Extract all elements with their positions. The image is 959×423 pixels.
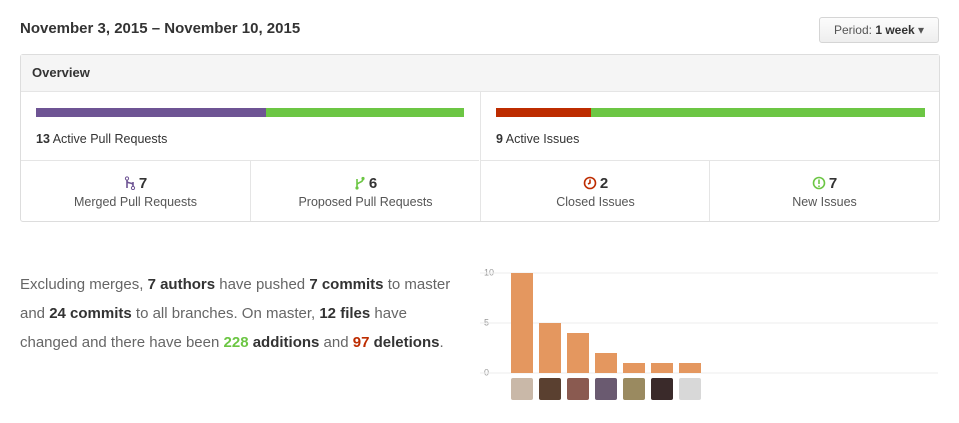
issue-summary: 9 Active Issues bbox=[480, 92, 939, 161]
summary-text: have pushed bbox=[215, 276, 310, 293]
bar bbox=[567, 333, 589, 373]
stat-label: New Issues bbox=[792, 195, 857, 209]
summary-text: deletions bbox=[369, 334, 440, 351]
overview-box: Overview 13 Active Pull Requests 9 Activ… bbox=[20, 54, 940, 222]
author-avatar bbox=[651, 378, 673, 400]
bar bbox=[511, 273, 533, 373]
issue-text: Active Issues bbox=[505, 132, 580, 146]
closed-icon bbox=[583, 176, 597, 190]
caret: ▾ bbox=[918, 23, 925, 37]
period-button[interactable]: Period: 1 week ▾ bbox=[819, 17, 939, 43]
summary-text: 24 commits bbox=[49, 305, 132, 322]
summary-text: 228 bbox=[223, 334, 249, 351]
y-tick-label: 0 bbox=[484, 367, 489, 377]
stat-closed[interactable]: 2 Closed Issues bbox=[480, 161, 710, 221]
summary-text: and bbox=[319, 334, 353, 351]
summary-text: Excluding merges, bbox=[20, 276, 148, 293]
author-avatar bbox=[679, 378, 701, 400]
new-bar bbox=[591, 108, 925, 117]
issue-label: 9 Active Issues bbox=[496, 132, 579, 146]
summary-text: 97 bbox=[352, 334, 370, 351]
author-avatar bbox=[595, 378, 617, 400]
summary-text: to all branches. On master, bbox=[131, 305, 320, 322]
stat-new[interactable]: 7 New Issues bbox=[709, 161, 939, 221]
pr-bar bbox=[36, 108, 464, 117]
author-avatar bbox=[539, 378, 561, 400]
y-tick-label: 10 bbox=[484, 267, 494, 277]
bar bbox=[651, 363, 673, 373]
issue-bar bbox=[496, 108, 925, 117]
issue-count: 9 bbox=[496, 132, 503, 146]
summary: Excluding merges, 7 authors have pushed … bbox=[20, 270, 460, 357]
y-tick-label: 5 bbox=[484, 317, 489, 327]
commits-chart: 0 5 10 bbox=[480, 267, 938, 400]
overview-title: Overview bbox=[21, 55, 939, 92]
summary-text: 7 commits bbox=[309, 276, 384, 293]
summary-text: . bbox=[439, 334, 444, 351]
new-icon bbox=[812, 176, 826, 190]
merged-bar bbox=[36, 108, 267, 117]
stat-label: Merged Pull Requests bbox=[74, 195, 197, 209]
bar bbox=[595, 353, 617, 373]
page-title: November 3, 2015 – November 10, 2015 bbox=[20, 20, 301, 37]
bar bbox=[623, 363, 645, 373]
bar bbox=[679, 363, 701, 373]
pr-label: 13 Active Pull Requests bbox=[36, 132, 167, 146]
summary-text: additions bbox=[248, 334, 320, 351]
stat-value: 7 bbox=[828, 175, 838, 192]
pr-summary: 13 Active Pull Requests bbox=[21, 92, 479, 161]
bar bbox=[539, 323, 561, 373]
summary-text: 7 authors bbox=[147, 276, 216, 293]
author-avatar bbox=[623, 378, 645, 400]
period-label: Period: bbox=[833, 23, 872, 37]
proposed-icon bbox=[355, 176, 365, 190]
period-value: 1 week bbox=[875, 23, 915, 37]
stat-label: Closed Issues bbox=[556, 195, 635, 209]
author-avatar bbox=[511, 378, 533, 400]
author-avatar bbox=[567, 378, 589, 400]
pr-text: Active Pull Requests bbox=[52, 132, 168, 146]
stat-proposed[interactable]: 6 Proposed Pull Requests bbox=[250, 161, 480, 221]
summary-text: to master and bbox=[20, 276, 451, 322]
closed-bar bbox=[496, 108, 592, 117]
pr-count: 13 bbox=[36, 132, 50, 146]
stat-value: 2 bbox=[599, 175, 609, 192]
stat-value: 6 bbox=[368, 175, 378, 192]
stat-label: Proposed Pull Requests bbox=[298, 195, 433, 209]
stat-merged[interactable]: 7 Merged Pull Requests bbox=[21, 161, 250, 221]
proposed-bar bbox=[266, 108, 464, 117]
summary-text: have changed and there have been bbox=[20, 305, 407, 351]
summary-text: 12 files bbox=[319, 305, 371, 322]
stat-value: 7 bbox=[138, 175, 148, 192]
merged-icon bbox=[124, 176, 135, 191]
